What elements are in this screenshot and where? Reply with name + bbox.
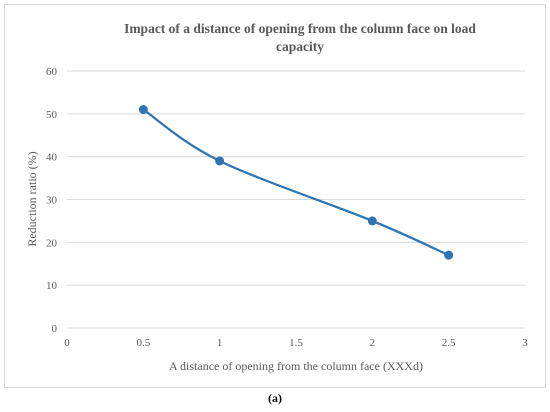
chart-title-line-1: Impact of a distance of opening from the… (124, 21, 476, 36)
x-tick-label: 3 (522, 337, 528, 349)
x-tick-label: 2 (370, 337, 376, 349)
data-point-3 (444, 250, 454, 260)
gridlines (67, 70, 525, 329)
series-line (142, 108, 450, 257)
y-tick-label: 30 (46, 195, 58, 207)
y-tick-label: 0 (52, 323, 58, 335)
line-chart: Impact of a distance of opening from the… (25, 21, 528, 373)
x-tick-label: 1 (217, 337, 223, 349)
x-tick-label: 2.5 (442, 337, 456, 349)
y-tick-label: 20 (46, 237, 58, 249)
tick-labels: 0 10 20 30 40 50 60 0 0.5 1 1.5 2 2.5 3 (46, 66, 528, 349)
chart-frame (4, 4, 546, 388)
data-point-0 (138, 105, 148, 115)
y-tick-label: 60 (46, 66, 58, 78)
data-point-1 (215, 156, 225, 166)
y-tick-label: 50 (46, 109, 58, 121)
x-tick-label: 1.5 (289, 337, 303, 349)
x-tick-label: 0 (64, 337, 70, 349)
chart-title-line-2: capacity (276, 39, 324, 54)
x-axis-label: A distance of opening from the column fa… (169, 359, 423, 373)
figure-caption: (a) (268, 391, 282, 405)
series-layer (138, 105, 454, 260)
x-tick-label: 0.5 (136, 337, 150, 349)
data-point-2 (367, 216, 377, 226)
y-tick-label: 10 (46, 280, 58, 292)
y-axis-label: Reduction ratio (%) (25, 151, 39, 246)
y-tick-label: 40 (46, 152, 58, 164)
